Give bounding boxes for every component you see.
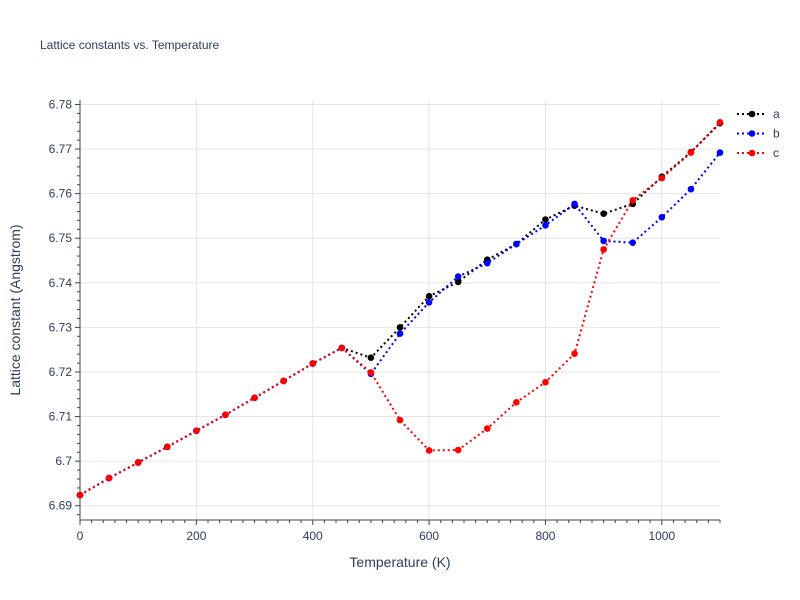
data-point-c: [658, 174, 666, 182]
legend-label-b: b: [773, 127, 780, 141]
data-point-c: [483, 425, 491, 432]
data-point-b: [571, 200, 578, 208]
data-point-c: [76, 491, 84, 499]
y-tick-label: 6.72: [49, 365, 73, 379]
data-point-b: [483, 259, 491, 267]
x-tick-label: 1000: [648, 529, 675, 543]
y-tick-label: 6.76: [49, 187, 73, 201]
series-line-b: [79, 151, 721, 496]
y-axis-label: Lattice constant (Angstrom): [7, 224, 23, 396]
data-point-a: [600, 210, 607, 217]
data-point-b: [629, 239, 637, 246]
y-tick-label: 6.78: [49, 97, 73, 111]
data-point-b: [658, 213, 666, 221]
data-point-a: [542, 216, 549, 223]
y-tick-label: 6.69: [49, 499, 73, 513]
data-point-c: [542, 378, 549, 386]
data-point-c: [105, 474, 113, 482]
legend-label-a: a: [773, 107, 780, 121]
y-tick-label: 6.73: [49, 320, 73, 334]
data-point-b: [716, 149, 724, 156]
data-point-c: [687, 149, 695, 156]
y-tick-label: 6.77: [49, 142, 73, 156]
x-tick-label: 800: [535, 529, 555, 543]
data-point-c: [425, 447, 433, 454]
x-tick-label: 0: [77, 529, 84, 543]
data-point-b: [396, 330, 404, 337]
y-tick-label: 6.7: [55, 454, 72, 468]
data-point-b: [600, 237, 607, 245]
data-point-a: [396, 324, 404, 331]
data-point-c: [454, 446, 462, 454]
y-tick-label: 6.74: [49, 276, 73, 290]
data-point-c: [600, 246, 607, 253]
y-tick-label: 6.75: [49, 231, 73, 245]
data-point-b: [542, 221, 549, 229]
data-point-c: [222, 411, 229, 419]
legend-marker-c: [748, 149, 756, 157]
y-tick-label: 6.71: [49, 410, 73, 424]
data-point-c: [571, 350, 578, 357]
data-point-c: [338, 344, 346, 352]
legend-label-c: c: [773, 146, 779, 160]
data-point-c: [513, 398, 520, 406]
series-line-a: [79, 122, 721, 496]
legend-marker-b: [748, 130, 756, 137]
data-point-a: [367, 354, 375, 362]
x-tick-label: 400: [303, 529, 323, 543]
data-point-c: [629, 197, 637, 204]
data-point-c: [309, 360, 317, 367]
data-point-c: [367, 369, 375, 376]
data-point-c: [396, 416, 404, 424]
data-point-c: [134, 459, 142, 466]
chart-title: Lattice constants vs. Temperature: [40, 38, 220, 52]
x-tick-label: 600: [419, 529, 439, 543]
legend-marker-a: [748, 110, 756, 118]
series-line-c: [79, 121, 721, 496]
data-point-b: [687, 185, 695, 193]
data-point-c: [716, 118, 724, 126]
data-point-c: [193, 427, 200, 435]
data-point-b: [454, 273, 462, 280]
data-point-b: [425, 299, 433, 306]
data-point-a: [425, 292, 433, 300]
data-point-c: [163, 443, 171, 451]
x-tick-label: 200: [186, 529, 206, 543]
data-point-a: [454, 278, 462, 286]
x-axis-label: Temperature (K): [349, 554, 451, 570]
data-point-c: [251, 394, 258, 402]
data-point-b: [513, 240, 520, 248]
data-point-c: [280, 377, 287, 385]
